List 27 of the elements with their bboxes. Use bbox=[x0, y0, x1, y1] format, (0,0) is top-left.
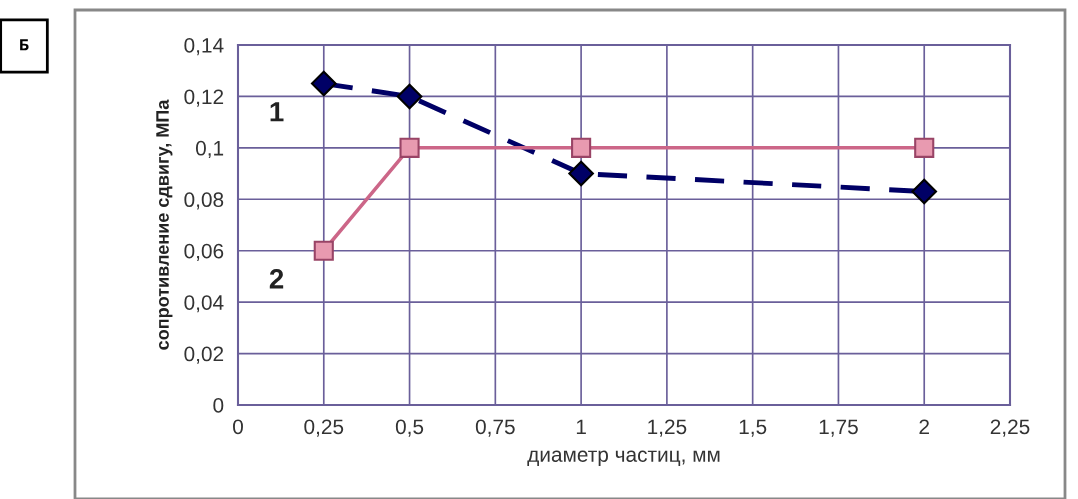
x-axis-title: диаметр частиц, мм bbox=[527, 450, 720, 467]
y-tick-label: 0,08 bbox=[184, 192, 224, 210]
y-tick-label: 0,04 bbox=[184, 295, 224, 313]
y-axis-title: сопротивление сдвигу, МПа bbox=[156, 99, 173, 350]
x-tick-label: 1,5 bbox=[739, 419, 767, 437]
y-tick-label: 0,12 bbox=[184, 89, 224, 107]
point bbox=[568, 160, 594, 187]
y-tick-label: 0 bbox=[213, 398, 224, 413]
annotation: 2 bbox=[269, 269, 284, 289]
text: Б bbox=[20, 39, 29, 51]
x-tick-label: 1 bbox=[576, 419, 586, 434]
point bbox=[396, 83, 423, 110]
x-tick-label: 1,25 bbox=[648, 419, 687, 437]
point bbox=[310, 70, 337, 97]
x-tick-label: 0 bbox=[233, 419, 243, 435]
y-tick-label: 0,02 bbox=[184, 346, 224, 364]
y-tick-label: 0,1 bbox=[195, 140, 224, 159]
point bbox=[911, 178, 938, 205]
x-tick-label: 2,25 bbox=[990, 419, 1030, 437]
x-tick-label: 0,75 bbox=[475, 419, 515, 437]
x-tick-label: 0,25 bbox=[304, 419, 344, 437]
y-tick-label: 0,14 bbox=[184, 38, 224, 56]
y-tick-label: 0,06 bbox=[184, 243, 224, 261]
x-tick-label: 1,75 bbox=[819, 419, 858, 437]
x-tick-label: 0,5 bbox=[395, 419, 424, 437]
x-tick-label: 2 bbox=[919, 419, 929, 434]
annotation: 1 bbox=[270, 102, 284, 122]
